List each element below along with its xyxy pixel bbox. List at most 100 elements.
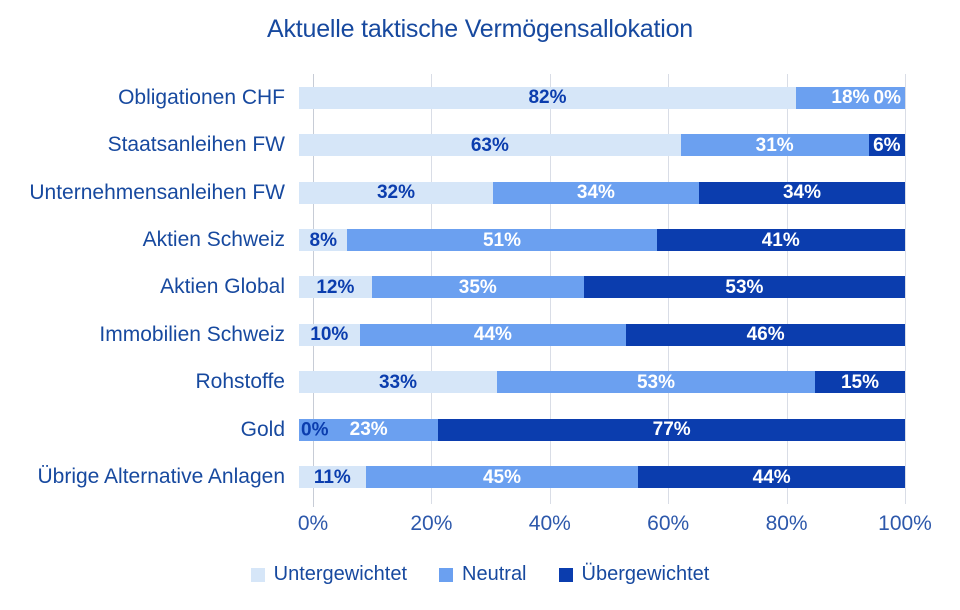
category-label: Aktien Schweiz bbox=[142, 228, 285, 252]
bar-value-label: 32% bbox=[376, 182, 415, 204]
bar-value-label: 51% bbox=[482, 229, 521, 251]
stacked-bar: 33% 53% 15% bbox=[299, 371, 905, 394]
legend-item-untergewichtet: Untergewichtet bbox=[250, 563, 408, 586]
bar-value-label: 34% bbox=[782, 182, 821, 204]
bar-segment-neutral: 44% bbox=[359, 323, 627, 346]
bar-segment-untergewichtet: 32% bbox=[299, 181, 493, 204]
bar-segment-uebergewichtet: 53% bbox=[583, 276, 905, 299]
chart-row: Unternehmensanleihen FW 32% 34% 34% bbox=[0, 169, 905, 216]
x-tick-label: 100% bbox=[878, 512, 932, 535]
bar-segment-untergewichtet: 33% bbox=[299, 371, 497, 394]
legend-swatch-icon bbox=[558, 567, 573, 582]
bar-value-label: 34% bbox=[576, 182, 615, 204]
bar-value-label: 6% bbox=[873, 134, 901, 156]
bar-segment-untergewichtet: 11% bbox=[299, 466, 366, 489]
chart-row: Übrige Alternative Anlagen 11% 45% 44% bbox=[0, 454, 905, 501]
bar-value-label: 33% bbox=[378, 371, 418, 393]
category-label: Staatsanleihen FW bbox=[107, 133, 285, 157]
bar-segment-untergewichtet: 12% bbox=[299, 276, 372, 299]
chart-row: Rohstoffe 33% 53% 15% bbox=[0, 359, 905, 406]
bar-value-label: 35% bbox=[458, 276, 497, 298]
bar-value-label: 31% bbox=[755, 134, 794, 156]
bar-segment-neutral: 35% bbox=[371, 276, 584, 299]
chart-row: Gold 0% 23% 77% bbox=[0, 406, 905, 453]
bar-segment-uebergewichtet: 77% bbox=[438, 418, 905, 441]
bar-value-label: 44% bbox=[473, 324, 512, 346]
legend-item-neutral: Neutral bbox=[439, 563, 527, 586]
bar-value-label: 45% bbox=[482, 466, 522, 488]
bar-value-label: 18% bbox=[831, 87, 870, 109]
category-label: Obligationen CHF bbox=[118, 85, 285, 109]
stacked-bar: 11% 45% 44% bbox=[299, 466, 905, 489]
bar-value-label: 53% bbox=[636, 371, 676, 393]
stacked-bar: 12% 35% 53% bbox=[299, 276, 905, 299]
bar-value-label: 12% bbox=[316, 276, 355, 298]
bar-value-label: 8% bbox=[309, 229, 337, 251]
bar-segment-neutral: 23% bbox=[299, 418, 439, 441]
bar-segment-neutral: 51% bbox=[347, 229, 657, 252]
bar-segment-uebergewichtet: 46% bbox=[626, 323, 905, 346]
chart-row: Staatsanleihen FW 63% 31% 6% bbox=[0, 121, 905, 168]
chart-row: Aktien Global 12% 35% 53% bbox=[0, 264, 905, 311]
category-label: Unternehmensanleihen FW bbox=[29, 180, 285, 204]
x-tick-label: 20% bbox=[410, 512, 453, 535]
bar-segment-uebergewichtet: 44% bbox=[638, 466, 905, 489]
bar-segment-uebergewichtet: 34% bbox=[698, 181, 905, 204]
stacked-bar: 0% 23% 77% bbox=[299, 418, 905, 441]
category-label: Rohstoffe bbox=[195, 370, 285, 394]
stacked-bar: 63% 31% 6% bbox=[299, 134, 905, 157]
bar-value-label: 41% bbox=[761, 229, 800, 251]
bar-value-label: 44% bbox=[752, 466, 791, 488]
bar-value-label: 11% bbox=[313, 466, 351, 488]
x-tick-label: 60% bbox=[647, 512, 690, 535]
bar-segment-neutral: 18% bbox=[795, 86, 905, 109]
legend-label: Neutral bbox=[462, 563, 527, 585]
bar-value-label: 46% bbox=[746, 324, 785, 346]
category-label: Aktien Global bbox=[160, 275, 285, 299]
chart-row: Aktien Schweiz 8% 51% 41% bbox=[0, 216, 905, 263]
bar-segment-neutral: 45% bbox=[365, 466, 639, 489]
legend-item-uebergewichtet: Übergewichtet bbox=[558, 563, 710, 586]
legend-swatch-icon bbox=[250, 567, 265, 582]
bar-segment-uebergewichtet: 6% bbox=[868, 134, 905, 157]
bar-value-label: 77% bbox=[652, 419, 691, 441]
page-title: Aktuelle taktische Vermögensallokation bbox=[267, 15, 693, 43]
bar-value-label: 10% bbox=[310, 324, 349, 346]
bar-segment-untergewichtet: 10% bbox=[299, 323, 360, 346]
stacked-bar: 32% 34% 34% bbox=[299, 181, 905, 204]
bar-value-label: 63% bbox=[470, 134, 509, 156]
bar-value-label: 15% bbox=[840, 371, 880, 393]
legend-swatch-icon bbox=[439, 567, 454, 582]
chart-rows: Obligationen CHF 82% 18% 0% Staatsanleihen F… bbox=[0, 74, 905, 501]
bar-segment-untergewichtet: 8% bbox=[299, 229, 348, 252]
bar-segment-neutral: 53% bbox=[497, 371, 815, 394]
legend: Untergewichtet Neutral Übergewichtet bbox=[0, 563, 960, 586]
x-axis: 0% 20% 40% 60% 80% 100% bbox=[298, 512, 932, 540]
x-tick-label: 80% bbox=[765, 512, 808, 535]
category-label: Übrige Alternative Anlagen bbox=[37, 465, 286, 489]
category-label: Immobilien Schweiz bbox=[99, 322, 285, 346]
bar-value-label: 53% bbox=[725, 276, 764, 298]
legend-label: Untergewichtet bbox=[273, 563, 408, 585]
stacked-bar: 10% 44% 46% bbox=[299, 323, 905, 346]
bar-segment-neutral: 34% bbox=[492, 181, 699, 204]
bar-value-label: 82% bbox=[528, 87, 567, 109]
bar-value-label: 0% bbox=[873, 87, 901, 109]
bar-segment-untergewichtet: 82% bbox=[299, 86, 796, 109]
bar-segment-uebergewichtet: 15% bbox=[815, 371, 905, 394]
bar-segment-uebergewichtet: 41% bbox=[656, 229, 905, 252]
chart-row: Obligationen CHF 82% 18% 0% bbox=[0, 74, 905, 121]
stacked-bar: 8% 51% 41% bbox=[299, 229, 905, 252]
bar-segment-neutral: 31% bbox=[680, 134, 869, 157]
legend-label: Übergewichtet bbox=[581, 563, 710, 585]
bar-segment-untergewichtet: 63% bbox=[299, 134, 681, 157]
stacked-bar: 82% 18% 0% bbox=[299, 86, 905, 109]
x-tick-label: 0% bbox=[297, 512, 329, 535]
chart-row: Immobilien Schweiz 10% 44% 46% bbox=[0, 311, 905, 358]
gridline bbox=[905, 74, 906, 504]
category-label: Gold bbox=[240, 417, 285, 441]
bar-value-label: 23% bbox=[349, 419, 388, 441]
bar-value-label: 0% bbox=[301, 419, 329, 441]
x-tick-label: 40% bbox=[528, 512, 571, 535]
